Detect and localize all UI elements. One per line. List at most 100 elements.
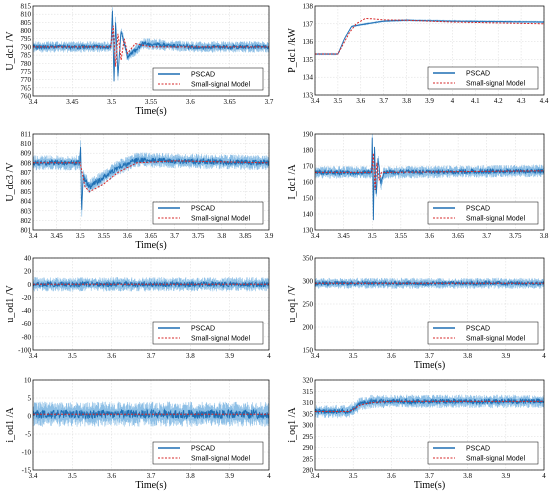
legend: PSCAD Small-signal Model	[427, 441, 539, 465]
legend-label-pscad: PSCAD	[466, 206, 490, 213]
x-tick-label: 3.55	[395, 232, 408, 240]
pscad-ripple-band	[33, 140, 269, 217]
y-tick-label: 135	[303, 56, 314, 64]
series-pscad-line	[315, 19, 544, 55]
pscad-ripple-band	[33, 7, 269, 81]
axes-frame	[32, 5, 270, 97]
x-tick-label: 4.1	[471, 97, 480, 105]
y-tick-label: 806	[21, 179, 32, 187]
y-tick-label: 785	[21, 52, 32, 60]
axes-frame	[314, 5, 545, 96]
subplot-a: 3.4 3.45 3.5 3.55 3.6 3.65 3.77607657707757807…	[5, 3, 274, 118]
y-tick-label: -20	[22, 294, 32, 302]
axes-frame	[32, 379, 270, 471]
legend-box	[427, 201, 539, 225]
y-tick-label: 130	[303, 227, 314, 235]
legend-label-model: Small-signal Model	[191, 336, 251, 343]
x-tick-label: 3.7	[265, 98, 274, 106]
y-tick-label: 10	[24, 377, 32, 385]
y-tick-label: 280	[303, 467, 314, 475]
y-tick-label: -60	[22, 320, 32, 328]
y-tick-label: 290	[303, 444, 314, 452]
legend-label-model: Small-signal Model	[191, 216, 251, 223]
x-tick-label: 3.4	[311, 472, 320, 480]
y-tick-label: 0	[28, 281, 32, 289]
x-tick-label: 4	[267, 352, 271, 360]
y-tick-label: 760	[21, 93, 32, 101]
legend: PSCAD Small-signal Model	[152, 441, 264, 465]
series-small-signal-line	[315, 153, 544, 191]
y-tick-label: 170	[303, 163, 314, 171]
y-tick-label: 190	[303, 131, 314, 139]
x-tick-label: 3.8	[463, 472, 472, 480]
legend-label-model: Small-signal Model	[191, 456, 251, 463]
x-tick-label: 3.9	[501, 352, 510, 360]
y-tick-label: 808	[21, 159, 32, 167]
x-tick-label: 3.4	[29, 352, 38, 360]
x-tick-label: 3.4	[311, 97, 320, 105]
legend: PSCAD Small-signal Model	[152, 321, 264, 345]
y-axis-label: u_od1 /V	[5, 284, 16, 322]
axes-frame	[32, 257, 270, 351]
legend: PSCAD Small-signal Model	[152, 67, 264, 91]
y-tick-label: 138	[303, 3, 314, 11]
series-small-signal-line	[33, 25, 269, 67]
x-tick-label: 3.65	[145, 232, 158, 240]
x-tick-label: 3.45	[66, 98, 79, 106]
y-tick-label: 810	[21, 11, 32, 19]
y-tick-label: 802	[21, 217, 32, 225]
x-axis-label: Time(s)	[135, 480, 166, 491]
y-axis-label: u_oq1 /V	[287, 284, 298, 322]
data-layer	[315, 394, 544, 419]
x-axis-label: Time(s)	[135, 240, 166, 251]
x-tick-label: 3.55	[145, 98, 158, 106]
y-axis-label: i_oq1 /A	[287, 407, 298, 443]
x-tick-label: 3.7	[425, 352, 434, 360]
x-tick-label: 3.7	[379, 97, 388, 105]
x-tick-label: 3.6	[107, 352, 116, 360]
x-tick-label: 3.6	[186, 98, 195, 106]
x-tick-label: 3.9	[501, 472, 510, 480]
y-tick-label: 180	[303, 147, 314, 155]
y-tick-label: 780	[21, 60, 32, 68]
y-tick-label: 134	[303, 74, 314, 82]
y-tick-label: 815	[21, 3, 32, 11]
x-tick-label: 3.8	[540, 232, 549, 240]
x-tick-label: 4.4	[540, 97, 549, 105]
x-tick-label: 3.6	[356, 97, 365, 105]
x-tick-label: 3.5	[68, 472, 77, 480]
axes-frame	[314, 257, 545, 351]
x-tick-label: 3.8	[217, 232, 226, 240]
pscad-ripple-band	[315, 277, 544, 289]
subplot-h: 3.4 3.5 3.6 3.7 3.8 3.9 4 280 285 290 295 300 305 310…	[287, 377, 546, 492]
x-tick-label: 3.7	[482, 232, 491, 240]
y-tick-label: 140	[303, 211, 314, 219]
data-layer	[33, 140, 269, 217]
legend-box	[427, 66, 539, 90]
series-small-signal-line	[33, 160, 269, 193]
pscad-ripple-band	[315, 134, 544, 217]
x-tick-label: 3.5	[368, 232, 377, 240]
x-tick-label: 3.75	[192, 232, 205, 240]
x-tick-label: 3.7	[170, 232, 179, 240]
y-tick-label: 133	[303, 92, 314, 100]
y-tick-label: 285	[303, 455, 314, 463]
legend-label-pscad: PSCAD	[466, 446, 490, 453]
y-tick-label: -100	[18, 347, 31, 355]
y-tick-label: 775	[21, 68, 32, 76]
x-tick-label: 4	[542, 352, 546, 360]
series-small-signal-line	[315, 17, 544, 55]
y-tick-label: 40	[24, 255, 32, 263]
y-tick-label: 765	[21, 84, 32, 92]
subplot-c: 3.4 3.45 3.5 3.55 3.6 3.65 3.7 3.75 3.8 3.85 3.9 80…	[5, 131, 274, 252]
data-layer	[315, 134, 544, 221]
legend-box	[152, 441, 264, 465]
y-tick-label: 350	[303, 255, 314, 263]
x-axis-label: Time(s)	[414, 480, 445, 491]
y-tick-label: 805	[21, 19, 32, 27]
legend: PSCAD Small-signal Model	[427, 321, 539, 345]
x-axis-label: Time(s)	[414, 360, 445, 371]
axes-frame	[314, 133, 545, 231]
legend-box	[152, 321, 264, 345]
